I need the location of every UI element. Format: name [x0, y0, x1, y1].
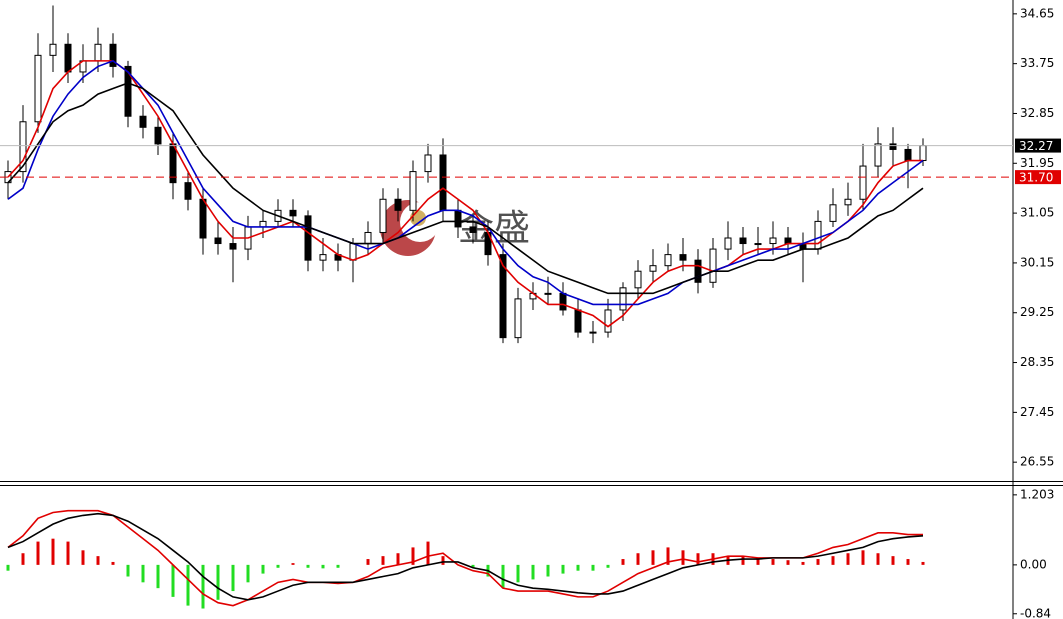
price-label: 31.70 — [1019, 171, 1053, 185]
candle-body — [424, 154, 432, 173]
candle-body — [394, 198, 402, 211]
y-tick-label: 33.75 — [1020, 56, 1054, 70]
y-tick-label: 26.55 — [1020, 455, 1054, 469]
candle-body — [499, 254, 507, 339]
candle-body — [229, 243, 237, 250]
candle-body — [124, 65, 132, 117]
candle-body — [154, 126, 162, 145]
y-tick-label: -0.84 — [1020, 606, 1051, 619]
candle-body — [94, 43, 102, 62]
indicator-line — [7, 60, 923, 328]
candle-body — [109, 43, 117, 67]
candle-body — [664, 254, 672, 267]
candle-body — [829, 204, 837, 222]
y-tick-label: 31.05 — [1020, 206, 1054, 220]
y-tick-label: 28.35 — [1020, 355, 1054, 369]
candle-body — [379, 198, 387, 233]
candle-body — [679, 254, 687, 261]
candle-body — [64, 43, 72, 73]
candle-body — [34, 54, 42, 123]
candle-body — [19, 121, 27, 173]
y-tick-label: 29.25 — [1020, 305, 1054, 319]
candle-body — [649, 265, 657, 272]
candle-body — [214, 237, 222, 245]
candle-body — [364, 231, 372, 245]
candle-body — [634, 270, 642, 289]
candle-body — [349, 243, 357, 261]
candle-body — [439, 154, 447, 211]
candle-body — [889, 143, 897, 150]
candle-body — [709, 248, 717, 283]
indicator-line — [7, 512, 924, 601]
candle-body — [574, 309, 582, 333]
candle-body — [304, 215, 312, 261]
candle-body — [319, 254, 327, 261]
candle-body — [139, 115, 147, 128]
candle-body — [199, 198, 207, 239]
indicator-line — [7, 82, 924, 295]
y-tick-label: 30.15 — [1020, 255, 1054, 269]
indicator-line — [7, 59, 924, 306]
y-tick-label: 31.95 — [1020, 156, 1054, 170]
price-label: 32.27 — [1019, 139, 1053, 153]
candle-body — [814, 220, 822, 250]
candle-body — [754, 243, 762, 246]
candle-body — [859, 165, 867, 200]
y-tick-label: 27.45 — [1020, 405, 1054, 419]
candle-body — [769, 237, 777, 245]
candle-body — [184, 182, 192, 200]
y-tick-label: 32.85 — [1020, 106, 1054, 120]
candle-body — [844, 198, 852, 206]
y-tick-label: 0.00 — [1020, 557, 1047, 571]
candle-body — [874, 143, 882, 167]
candle-body — [784, 237, 792, 245]
candle-body — [619, 287, 627, 311]
candle-body — [544, 292, 552, 295]
price-box — [1015, 138, 1061, 153]
candle-body — [454, 209, 462, 228]
price-box — [1015, 170, 1061, 185]
candle-body — [469, 226, 477, 233]
candle-body — [514, 298, 522, 339]
candle-body — [724, 237, 732, 250]
candle-body — [739, 237, 747, 245]
candle-body — [289, 209, 297, 217]
candle-body — [259, 220, 267, 228]
candle-body — [919, 145, 927, 162]
candle-body — [694, 259, 702, 283]
candle-body — [49, 43, 57, 56]
candle-body — [409, 171, 417, 211]
candle-body — [559, 292, 567, 311]
candle-body — [589, 331, 597, 334]
candle-body — [904, 148, 912, 162]
y-tick-label: 1.203 — [1020, 487, 1054, 501]
y-tick-label: 34.65 — [1020, 6, 1054, 20]
candle-body — [604, 309, 612, 333]
